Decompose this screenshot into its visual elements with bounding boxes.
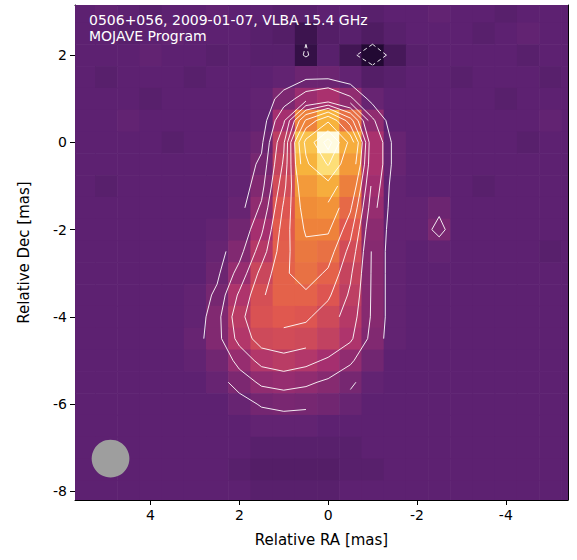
svg-text:-6: -6 — [53, 396, 67, 412]
svg-text:-2: -2 — [410, 507, 424, 523]
svg-text:-8: -8 — [53, 483, 67, 499]
svg-text:MOJAVE Program: MOJAVE Program — [89, 28, 207, 44]
svg-text:Relative RA [mas]: Relative RA [mas] — [255, 531, 388, 549]
svg-text:0: 0 — [324, 507, 333, 523]
svg-text:4: 4 — [146, 507, 155, 523]
svg-text:0506+056, 2009-01-07, VLBA 15.: 0506+056, 2009-01-07, VLBA 15.4 GHz — [89, 12, 368, 28]
svg-text:-2: -2 — [53, 222, 67, 238]
svg-text:2: 2 — [58, 47, 67, 63]
svg-text:Relative Dec [mas]: Relative Dec [mas] — [15, 181, 33, 323]
svg-text:-4: -4 — [53, 309, 67, 325]
svg-text:0: 0 — [58, 134, 67, 150]
svg-text:-4: -4 — [499, 507, 513, 523]
svg-text:2: 2 — [235, 507, 244, 523]
